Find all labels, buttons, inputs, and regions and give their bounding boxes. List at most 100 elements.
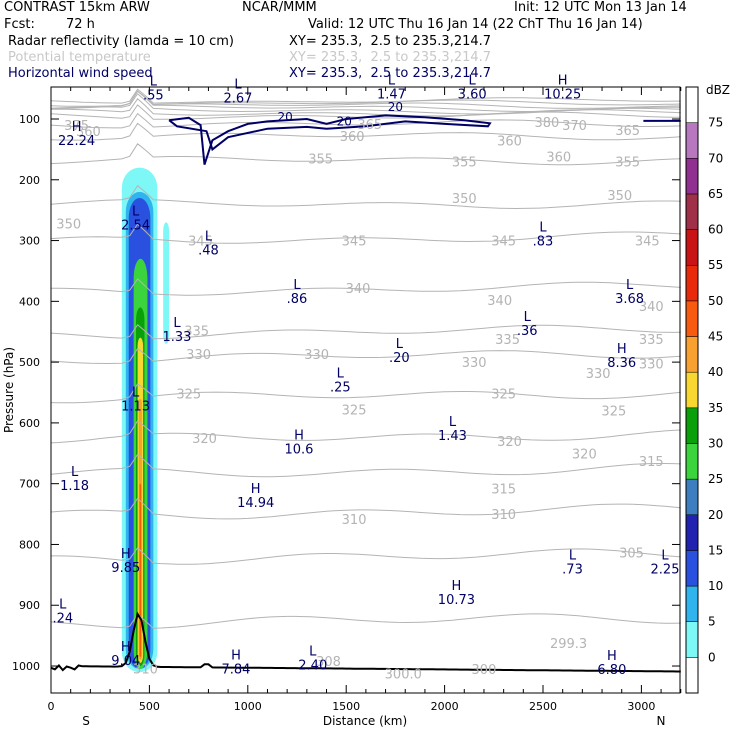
y-tick-label: 100 [19, 113, 40, 126]
extremum-value: .24 [52, 611, 73, 626]
extremum-value: 1.43 [438, 429, 467, 444]
org-label: NCAR/MMM [242, 0, 317, 15]
theta-contour [50, 90, 681, 110]
colorbar-level-label: 10 [708, 579, 723, 593]
theta-contour-label: 340 [639, 300, 664, 315]
theta-contour [50, 613, 681, 629]
theta-contour-label: 325 [601, 405, 626, 420]
colorbar-swatch [685, 657, 699, 694]
theta-contour-label: 330 [186, 348, 211, 363]
extremum-marker: L [626, 278, 634, 293]
theta-contour [51, 546, 681, 565]
colorbar-swatch [685, 371, 699, 409]
theta-contour [50, 323, 681, 340]
colorbar-frame [685, 86, 699, 694]
extremum-value: 7.84 [222, 662, 251, 677]
extremum-value: 9.85 [111, 561, 140, 576]
theta-contour-label: 330 [462, 356, 487, 371]
extremum-marker: H [251, 482, 261, 497]
colorbar-level-label: 20 [708, 508, 723, 522]
wind-speed-contour [168, 114, 492, 165]
extremum-marker: L [388, 73, 396, 88]
theta-contour-label: 345 [342, 235, 367, 250]
theta-contour-label: 360 [76, 125, 101, 140]
x-tick-label: 500 [139, 700, 160, 713]
terrain-line [50, 611, 681, 673]
extremum-marker: L [132, 386, 140, 401]
y-tick-label: 500 [19, 356, 40, 369]
extremum-value: 14.94 [237, 496, 274, 511]
colorbar-level-label: 60 [708, 223, 723, 237]
extremum-value: .86 [287, 292, 308, 307]
colorbar-level-label: 0 [708, 650, 716, 664]
colorbar-swatch [685, 300, 699, 337]
colorbar-swatch [685, 193, 699, 230]
colorbar-swatch [685, 336, 699, 373]
extremum-marker: L [150, 75, 158, 90]
wind-contour-label: 20 [278, 110, 293, 124]
colorbar-swatch [685, 514, 699, 551]
theta-contour-label: 320 [572, 447, 597, 462]
extremum-value: 3.68 [615, 292, 644, 307]
extremum-value: .36 [517, 324, 538, 339]
extremum-value: 6.80 [597, 663, 626, 678]
theta-contour [50, 223, 681, 244]
theta-contour-label: 330 [304, 348, 329, 363]
theta-contour [50, 383, 681, 404]
extremum-marker: L [539, 220, 547, 235]
theta-contour-label: 380 [535, 116, 560, 131]
extremum-marker: L [173, 316, 181, 331]
x-tick-label: 2000 [431, 700, 459, 713]
y-tick-label: 700 [19, 478, 40, 491]
x-tick-label: 2500 [529, 700, 557, 713]
theta-contour-label: 320 [497, 435, 522, 450]
extremum-marker: L [309, 645, 317, 660]
extremum-marker: L [71, 465, 79, 480]
theta-contour-label: 360 [340, 130, 365, 145]
theta-contour-label: 360 [546, 151, 571, 166]
colorbar-swatch [685, 407, 699, 444]
colorbar-level-label: 40 [708, 365, 723, 379]
extremum-value: 2.67 [223, 92, 252, 107]
y-axis-title: Pressure (hPa) [2, 347, 16, 433]
extremum-value: 1.13 [121, 400, 150, 415]
colorbar-swatch [685, 122, 699, 159]
field-name-theta: Potential temperature [8, 50, 151, 65]
y-tick-label: 300 [19, 235, 40, 248]
theta-contour-label: 299.3 [550, 637, 587, 652]
extremum-value: 1.33 [162, 330, 191, 345]
theta-contour-label: 340 [346, 282, 371, 297]
extremum-value: .83 [533, 234, 554, 249]
theta-contour [50, 143, 681, 166]
reflectivity-region [139, 483, 142, 657]
wind-contour-label: 20 [337, 114, 352, 128]
theta-contour-label: 330 [586, 367, 611, 382]
colorbar-swatch [685, 443, 699, 480]
theta-contour-label: 365 [357, 118, 382, 133]
colorbar-level-label: 35 [708, 401, 723, 415]
theta-contour [50, 112, 681, 129]
fcst-value: 72 h [66, 17, 95, 32]
theta-contour-label: 345 [188, 235, 213, 250]
extremum-marker: H [72, 120, 82, 135]
x-tick-label: 0 [48, 700, 55, 713]
theta-contour-label: 325 [176, 388, 201, 403]
theta-contour-label: 320 [192, 432, 217, 447]
theta-contour-label: 330 [639, 357, 664, 372]
extremum-value: .55 [143, 89, 164, 104]
theta-contour [51, 98, 681, 117]
extremum-value: 2.40 [298, 659, 327, 674]
extremum-value: 9.04 [111, 654, 140, 669]
y-tick-label: 800 [19, 538, 40, 551]
extremum-value: 2.25 [651, 563, 680, 578]
extremum-value: 10.6 [284, 442, 313, 457]
theta-contour-label: 350 [452, 192, 477, 207]
extremum-value: .73 [562, 563, 583, 578]
colorbar-swatch [685, 585, 699, 622]
colorbar-swatch [685, 478, 699, 516]
theta-contour [50, 497, 681, 520]
theta-contour-label: 375 [64, 119, 89, 134]
wind-contour-label: 20 [388, 100, 403, 114]
colorbar-level-label: 30 [708, 436, 723, 450]
theta-contour-label: 300.0 [385, 667, 422, 682]
